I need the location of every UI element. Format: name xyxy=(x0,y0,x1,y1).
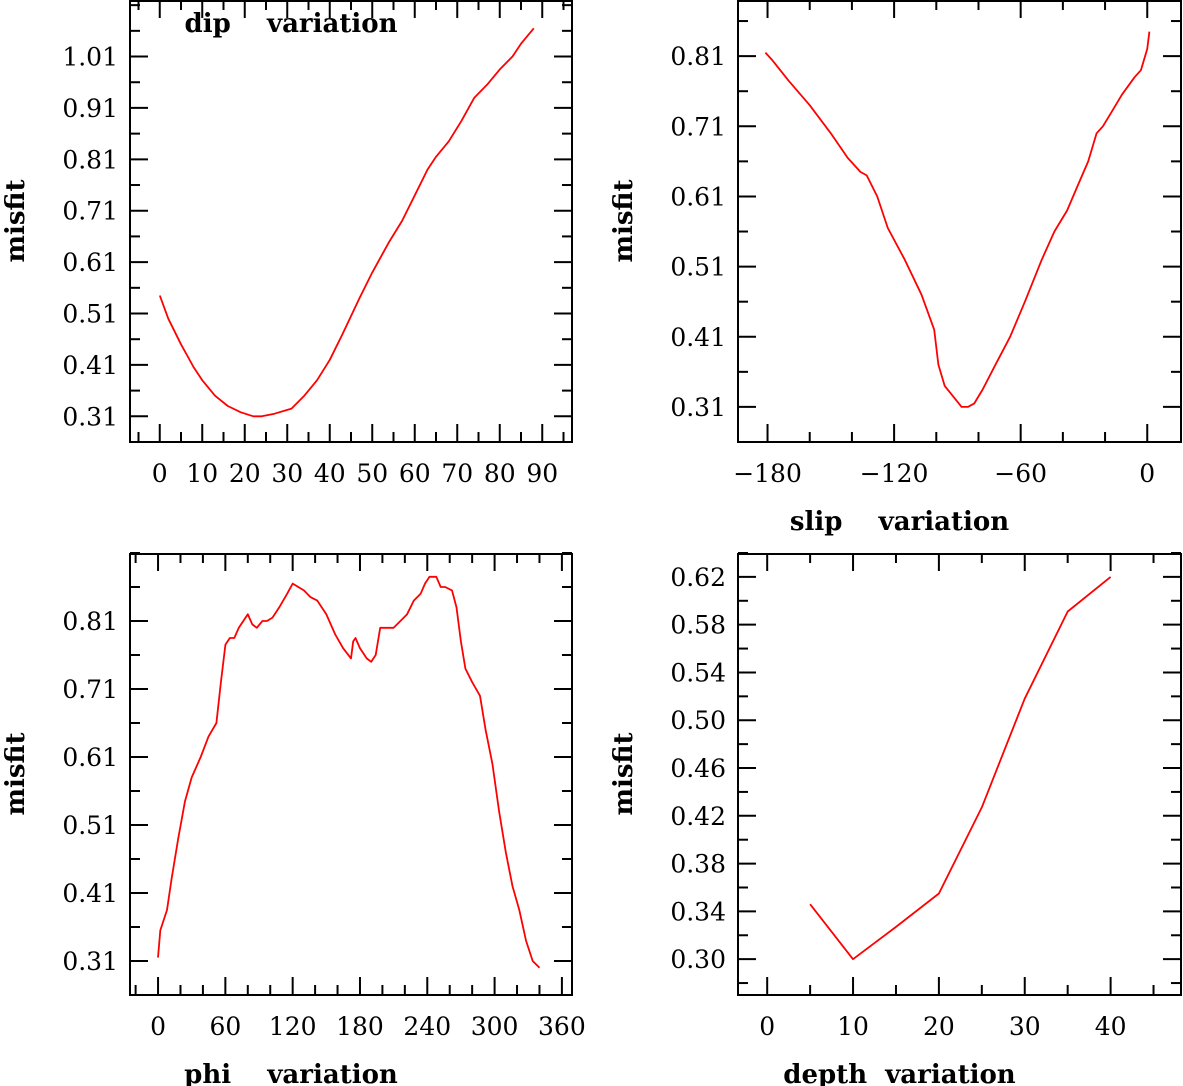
x-axis-label: dip variation xyxy=(185,9,398,39)
plot-frame xyxy=(737,0,1182,443)
x-tick-label: 80 xyxy=(484,459,516,488)
y-tick-label: 0.54 xyxy=(670,658,726,687)
y-tick-label: 0.41 xyxy=(62,351,118,380)
y-tick-label: 0.61 xyxy=(670,182,726,211)
y-tick-label: 0.41 xyxy=(62,879,118,908)
x-tick-label: −120 xyxy=(860,459,929,488)
y-axis-label: misfit xyxy=(609,733,639,816)
x-tick-label: −60 xyxy=(994,459,1047,488)
x-axis-label: slip variation xyxy=(790,507,1009,537)
x-tick-label: 60 xyxy=(399,459,431,488)
y-tick-label: 0.81 xyxy=(670,42,726,71)
x-tick-label: 180 xyxy=(336,1012,384,1041)
x-axis-label: phi variation xyxy=(184,1060,398,1086)
x-tick-label: 20 xyxy=(923,1012,955,1041)
y-tick-label: 0.81 xyxy=(62,145,118,174)
y-axis-label: misfit xyxy=(609,180,639,263)
x-tick-label: 10 xyxy=(837,1012,869,1041)
y-tick-label: 0.51 xyxy=(62,811,118,840)
y-tick-label: 0.91 xyxy=(62,94,118,123)
y-tick-label: 0.46 xyxy=(670,754,726,783)
plot-frame xyxy=(129,553,573,996)
x-tick-label: 300 xyxy=(471,1012,519,1041)
x-tick-label: 20 xyxy=(229,459,261,488)
y-tick-label: 0.51 xyxy=(62,300,118,329)
y-tick-label: 0.61 xyxy=(62,248,118,277)
x-axis-label: depth variation xyxy=(783,1060,1016,1086)
x-tick-label: −180 xyxy=(733,459,802,488)
chart-panel-4: 0 10 20 30 40 0.30 0.34 0.38 0.42 0.46 0.50 0.54 0.5… xyxy=(609,552,1182,1086)
y-tick-label: 0.51 xyxy=(670,253,726,282)
x-tick-label: 0 xyxy=(152,459,168,488)
y-tick-label: 0.71 xyxy=(62,197,118,226)
y-tick-label: 0.31 xyxy=(62,947,118,976)
x-tick-label: 50 xyxy=(356,459,388,488)
x-tick-label: 30 xyxy=(271,459,303,488)
x-tick-label: 60 xyxy=(209,1012,241,1041)
y-tick-label: 0.71 xyxy=(670,112,726,141)
misfit-series-line xyxy=(158,27,535,418)
x-tick-label: 360 xyxy=(538,1012,586,1041)
plot-frame xyxy=(129,0,573,443)
y-tick-label: 0.62 xyxy=(670,563,726,592)
y-tick-label: 0.41 xyxy=(670,323,726,352)
x-tick-label: 0 xyxy=(1139,459,1155,488)
x-tick-label: 90 xyxy=(526,459,558,488)
y-tick-label: 0.42 xyxy=(670,802,726,831)
x-tick-label: 10 xyxy=(186,459,218,488)
x-tick-label: 240 xyxy=(403,1012,451,1041)
misfit-series-line xyxy=(764,31,1151,408)
y-tick-label: 0.31 xyxy=(62,402,118,431)
y-axis-label: misfit xyxy=(1,733,31,816)
y-tick-label: 0.71 xyxy=(62,675,118,704)
misfit-series-line xyxy=(809,576,1112,961)
x-tick-label: 70 xyxy=(441,459,473,488)
y-tick-label: 0.50 xyxy=(670,706,726,735)
misfit-series-line xyxy=(157,575,541,969)
plot-frame xyxy=(737,553,1182,996)
y-tick-label: 0.81 xyxy=(62,607,118,636)
y-tick-label: 0.61 xyxy=(62,743,118,772)
chart-panel-1: 0 10 20 30 40 50 60 70 80 90 0.31 0.41 0.51 0.61 0.71 0… xyxy=(1,0,573,488)
x-tick-label: 40 xyxy=(314,459,346,488)
y-tick-label: 0.38 xyxy=(670,850,726,879)
x-tick-label: 0 xyxy=(759,1012,775,1041)
y-tick-label: 0.31 xyxy=(670,393,726,422)
x-tick-label: 120 xyxy=(269,1012,317,1041)
y-tick-label: 0.34 xyxy=(670,897,726,926)
chart-panel-3: 0 60 120 180 240 300 360 0.31 0.41 0.51 0.61 0.71 0.… xyxy=(1,552,586,1086)
y-tick-label: 0.30 xyxy=(670,945,726,974)
x-tick-label: 30 xyxy=(1009,1012,1041,1041)
x-tick-label: 0 xyxy=(150,1012,166,1041)
y-tick-label: 1.01 xyxy=(62,43,118,72)
y-tick-label: 0.58 xyxy=(670,611,726,640)
chart-panel-2: −180 −120 −60 0 0.31 0.41 0.51 0.61 0.71 0.81 slip… xyxy=(609,0,1182,537)
x-tick-label: 40 xyxy=(1095,1012,1127,1041)
y-axis-label: misfit xyxy=(1,180,31,263)
